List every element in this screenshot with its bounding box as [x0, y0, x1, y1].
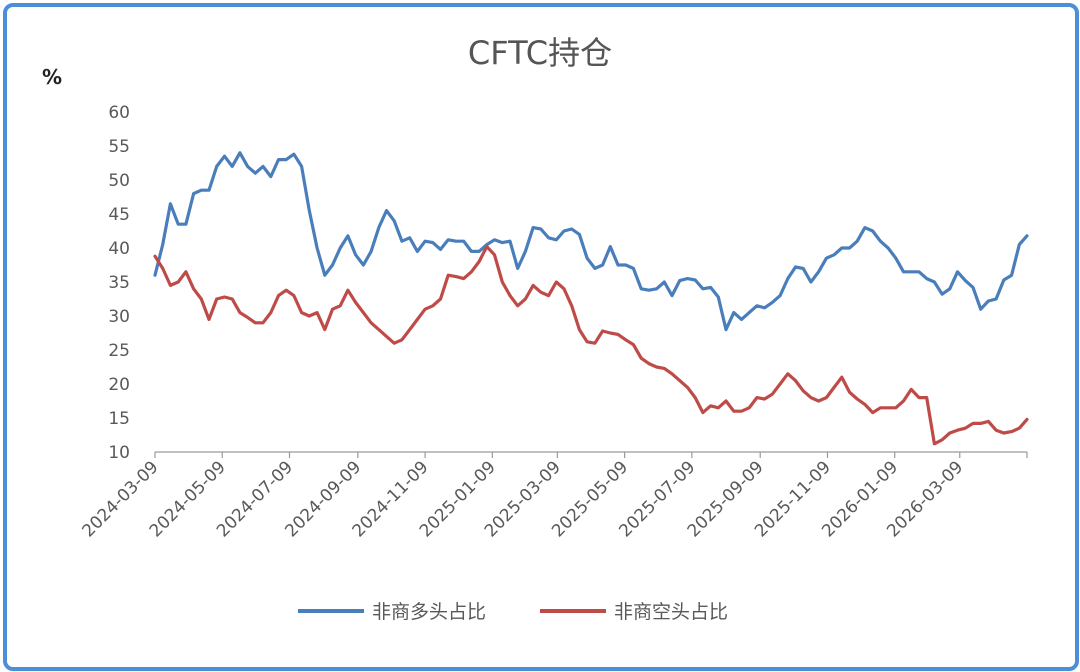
- chart-title: CFTC持仓: [468, 34, 612, 72]
- legend-label-2: 非商空头占比: [614, 601, 728, 623]
- y-tick-label: 15: [108, 409, 130, 429]
- series-line-2: [153, 245, 1029, 446]
- y-tick-label: 30: [108, 307, 130, 327]
- legend: 非商多头占比 非商空头占比: [298, 601, 728, 623]
- y-tick-label: 10: [108, 443, 130, 463]
- series-line-1: [153, 151, 1029, 332]
- y-tick-label: 45: [108, 205, 130, 225]
- y-tick-label: 25: [108, 341, 130, 361]
- series-layer: [153, 151, 1029, 446]
- y-axis-ticks: 10 15 20 25 30 35 40 45 50 55 60: [108, 103, 130, 463]
- y-tick-label: 35: [108, 273, 130, 293]
- legend-label-1: 非商多头占比: [372, 601, 486, 623]
- y-tick-label: 20: [108, 375, 130, 395]
- y-tick-label: 55: [108, 137, 130, 157]
- y-tick-label: 60: [108, 103, 130, 123]
- x-axis: 2024-03-092024-05-092024-07-092024-09-09…: [79, 451, 1028, 541]
- chart-frame: [3, 3, 1079, 671]
- y-tick-label: 50: [108, 171, 130, 191]
- y-axis-unit: %: [42, 65, 62, 89]
- y-tick-label: 40: [108, 239, 130, 259]
